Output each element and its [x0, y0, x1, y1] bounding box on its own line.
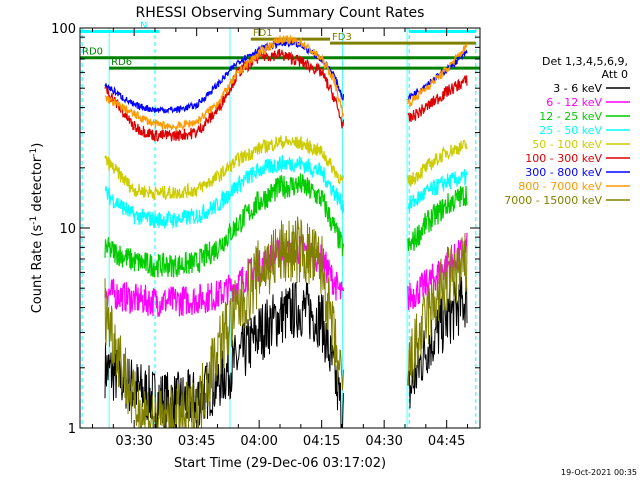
y-axis-label-sup2: -1	[29, 148, 39, 157]
series-line-8	[104, 216, 468, 429]
legend-label-3: 25 - 50 keV	[539, 124, 602, 137]
annotation-label-5: RD6	[111, 57, 132, 68]
legend-label-1: 6 - 12 keV	[546, 96, 602, 109]
series-line-3	[104, 155, 468, 230]
series-lines	[104, 34, 468, 429]
series-line-2	[104, 173, 468, 278]
y-axis-label: Count Rate (s-1 detector-1)	[29, 143, 45, 314]
y-tick-label-1: 10	[59, 222, 76, 237]
x-tick-label-1: 03:45	[178, 434, 215, 449]
legend-label-7: 800 - 7000 keV	[518, 180, 602, 193]
chart-title: RHESSI Observing Summary Count Rates	[136, 5, 425, 21]
y-tick-label-0: 1	[68, 422, 76, 437]
legend-label-4: 50 - 100 keV	[532, 138, 602, 151]
legend-header-1: Att 0	[602, 68, 628, 81]
annotation-label-4: RD0	[82, 47, 103, 58]
y-axis-label-close: )	[30, 143, 45, 148]
legend-label-2: 12 - 25 keV	[539, 110, 602, 123]
x-axis: 03:30 03:45 04:00 04:15 04:30 04:45	[92, 28, 468, 449]
x-tick-label-0: 03:30	[115, 434, 152, 449]
series-line-7	[104, 34, 468, 132]
y-axis-label-tail: detector	[30, 156, 45, 216]
x-axis-label: Start Time (29-Dec-06 03:17:02)	[174, 456, 386, 471]
x-tick-label-3: 04:15	[303, 434, 340, 449]
annotation-label-0: N	[140, 21, 147, 32]
legend-label-6: 300 - 800 keV	[525, 166, 602, 179]
y-axis-label-sup: -1	[29, 216, 39, 225]
x-tick-label-2: 04:00	[240, 434, 277, 449]
x-tick-label-5: 04:45	[428, 434, 465, 449]
timestamp: 19-Oct-2021 00:35	[561, 468, 637, 477]
y-axis: 1 10 100	[51, 22, 480, 437]
series-line-5	[104, 48, 468, 142]
legend-label-0: 3 - 6 keV	[553, 82, 602, 95]
x-tick-label-4: 04:30	[365, 434, 402, 449]
y-tick-label-2: 100	[51, 22, 76, 37]
series-line-6	[104, 39, 468, 114]
annotation-label-3: FD3	[332, 32, 352, 43]
legend-label-8: 7000 - 15000 keV	[504, 194, 602, 207]
y-axis-label-main: Count Rate (s	[30, 225, 45, 314]
legend-header-0: Det 1,3,4,5,6,9,	[542, 55, 628, 68]
series-line-4	[104, 135, 468, 202]
annotation-label-2: FD1	[253, 28, 273, 39]
legend-label-5: 100 - 300 keV	[525, 152, 602, 165]
